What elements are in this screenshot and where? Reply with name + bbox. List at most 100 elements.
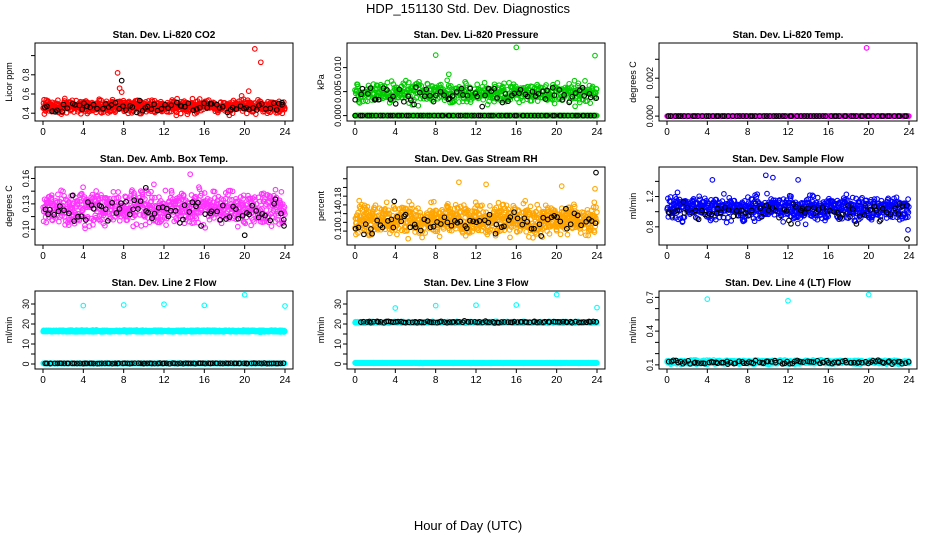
data-point <box>390 224 397 231</box>
data-point <box>514 229 520 235</box>
data-points <box>352 169 600 242</box>
data-point <box>665 113 672 119</box>
data-point <box>218 220 225 227</box>
data-point <box>691 113 698 119</box>
data-point <box>677 113 684 119</box>
data-point <box>528 97 535 104</box>
data-point <box>111 199 117 206</box>
data-point <box>267 193 274 200</box>
data-point <box>415 205 421 212</box>
panel-title: Stan. Dev. Sample Flow <box>732 154 844 165</box>
data-point <box>467 99 474 105</box>
data-point <box>192 193 199 200</box>
data-point <box>734 113 740 119</box>
data-point <box>428 199 434 206</box>
data-point <box>390 93 396 100</box>
data-point <box>367 85 374 91</box>
data-point <box>427 92 433 99</box>
data-point <box>444 77 451 84</box>
data-point <box>424 218 431 224</box>
data-point <box>163 222 169 228</box>
data-point <box>180 216 186 223</box>
data-point <box>710 113 716 119</box>
data-point <box>422 230 429 236</box>
data-point <box>513 112 520 119</box>
data-point <box>229 188 236 195</box>
data-point <box>421 93 428 100</box>
data-point <box>185 100 192 107</box>
data-point <box>361 231 367 238</box>
data-point <box>90 101 97 108</box>
data-point <box>388 216 395 223</box>
data-point <box>531 225 537 232</box>
data-point <box>48 192 55 199</box>
data-point <box>178 103 185 109</box>
data-point <box>449 93 456 99</box>
data-point <box>513 44 520 51</box>
data-point <box>481 79 488 86</box>
data-point <box>472 199 479 206</box>
y-axis-label: degrees C <box>628 61 638 103</box>
data-point <box>158 106 165 112</box>
data-point <box>556 87 563 93</box>
data-point <box>441 92 447 99</box>
data-point <box>564 231 571 238</box>
data-point <box>241 232 248 239</box>
data-point <box>255 214 262 221</box>
data-point <box>558 183 565 189</box>
data-point <box>576 96 583 103</box>
data-point <box>538 233 545 239</box>
data-point <box>467 217 473 224</box>
data-point <box>86 223 93 229</box>
x-tick-label: 16 <box>511 127 523 138</box>
data-point <box>189 95 196 102</box>
data-point <box>201 190 208 196</box>
data-point <box>572 103 578 110</box>
data-point <box>804 113 811 119</box>
data-point <box>384 87 390 93</box>
data-point <box>408 202 415 208</box>
data-point <box>202 211 209 217</box>
data-point <box>96 216 102 223</box>
data-point <box>567 221 574 228</box>
x-tick-label: 20 <box>863 127 875 138</box>
data-point <box>364 90 371 97</box>
data-point <box>102 101 109 107</box>
data-point <box>591 112 598 119</box>
data-point <box>564 225 570 232</box>
data-point <box>139 191 146 198</box>
data-point <box>401 98 407 105</box>
data-point <box>551 100 558 107</box>
data-point <box>249 202 256 209</box>
data-point <box>78 213 85 220</box>
data-point <box>383 199 390 206</box>
data-point <box>726 194 733 201</box>
data-point <box>168 187 175 194</box>
data-point <box>557 112 564 119</box>
data-point <box>464 96 471 102</box>
data-point <box>430 198 437 205</box>
data-point <box>110 189 117 195</box>
data-point <box>115 194 122 201</box>
data-point <box>262 212 268 219</box>
data-point <box>574 212 581 219</box>
data-point <box>115 189 122 195</box>
data-point <box>458 85 465 92</box>
data-point <box>168 102 175 109</box>
data-point <box>267 105 274 112</box>
y-tick-label: 0.000 <box>645 105 655 128</box>
data-point <box>456 99 462 105</box>
data-point <box>280 216 287 223</box>
data-point <box>578 222 584 229</box>
data-point <box>531 112 538 119</box>
y-tick-label: 0.000 <box>333 104 343 127</box>
data-point <box>151 210 158 217</box>
y-axis-label: degrees C <box>4 185 14 227</box>
data-point <box>123 198 129 205</box>
data-point <box>581 93 588 99</box>
data-point <box>430 223 437 230</box>
data-point <box>80 205 87 212</box>
data-point <box>280 219 287 226</box>
data-point <box>123 107 129 113</box>
